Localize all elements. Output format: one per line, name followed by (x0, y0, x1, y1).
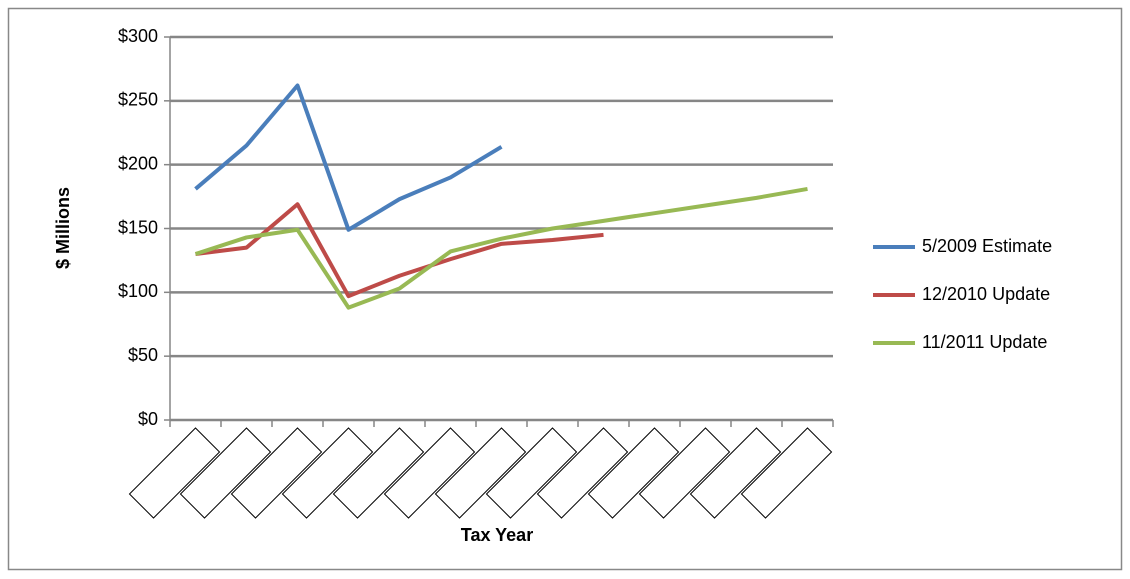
x-tick-label-box (179, 427, 272, 519)
x-tick-label-box (383, 427, 476, 519)
x-tick-label-box (587, 427, 680, 519)
x-tick-label-box (740, 427, 833, 519)
y-tick-label: $150 (118, 217, 158, 237)
y-tick-label: $300 (118, 26, 158, 46)
x-tick-label-box (230, 427, 323, 519)
y-tick-label: $250 (118, 90, 158, 110)
y-tick-label: $0 (138, 409, 158, 429)
y-axis-title: $ Millions (53, 187, 73, 269)
x-tick-label-box (281, 427, 374, 519)
series-line (194, 83, 503, 232)
series-line (194, 186, 808, 310)
x-tick-label-box (485, 427, 578, 519)
legend-label: 11/2011 Update (922, 332, 1047, 352)
y-tick-label: $100 (118, 281, 158, 301)
legend-label: 5/2009 Estimate (922, 236, 1052, 256)
y-tick-label: $50 (128, 345, 158, 365)
x-tick-label-box (332, 427, 425, 519)
x-tick-label-box (128, 427, 221, 519)
x-tick-label-box (434, 427, 527, 519)
x-tick-label-box (638, 427, 731, 519)
legend-label: 12/2010 Update (922, 284, 1050, 304)
x-tick-label-box (536, 427, 629, 519)
y-tick-label: $200 (118, 153, 158, 173)
x-tick-label-box (689, 427, 782, 519)
x-axis-title: Tax Year (461, 525, 533, 545)
